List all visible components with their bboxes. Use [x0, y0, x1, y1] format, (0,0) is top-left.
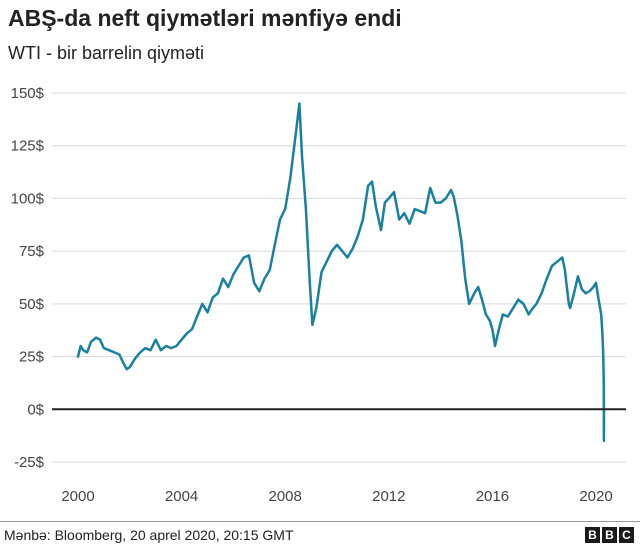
x-axis-tick-labels: 2000 2004 2008 2012 2016 2020	[61, 488, 612, 505]
x-tick-label: 2008	[269, 488, 302, 505]
y-axis-tick-labels: 150$ 125$ 100$ 75$ 50$ 25$ 0$ -25$	[11, 85, 45, 471]
bbc-logo-letter: B	[585, 527, 600, 543]
y-tick-label: 0$	[27, 401, 44, 418]
bbc-logo-letter: C	[619, 527, 634, 543]
y-tick-label: -25$	[14, 454, 45, 471]
gridlines	[52, 92, 626, 463]
x-tick-label: 2020	[579, 488, 612, 505]
y-tick-label: 50$	[19, 296, 45, 313]
bbc-logo: B B C	[585, 527, 634, 543]
x-tick-label: 2000	[61, 488, 94, 505]
chart-title: ABŞ-da neft qiymətləri mənfiyə endi	[8, 5, 402, 31]
x-tick-label: 2012	[372, 488, 405, 505]
series-group	[76, 102, 606, 443]
y-tick-label: 75$	[19, 243, 45, 260]
footer-divider	[0, 521, 640, 522]
y-tick-label: 125$	[11, 138, 45, 155]
source-note: Mənbə: Bloomberg, 20 aprel 2020, 20:15 G…	[4, 527, 294, 543]
y-tick-label: 25$	[19, 349, 45, 366]
chart-subtitle: WTI - bir barrelin qiyməti	[8, 43, 205, 63]
y-tick-label: 150$	[11, 85, 45, 102]
wti-price-line	[76, 102, 606, 443]
y-tick-label: 100$	[11, 190, 45, 207]
x-tick-label: 2004	[165, 488, 198, 505]
line-chart: 150$ 125$ 100$ 75$ 50$ 25$ 0$ -25$ 2000 2004 2008…	[11, 85, 626, 505]
x-tick-label: 2016	[476, 488, 509, 505]
bbc-logo-letter: B	[602, 527, 617, 543]
